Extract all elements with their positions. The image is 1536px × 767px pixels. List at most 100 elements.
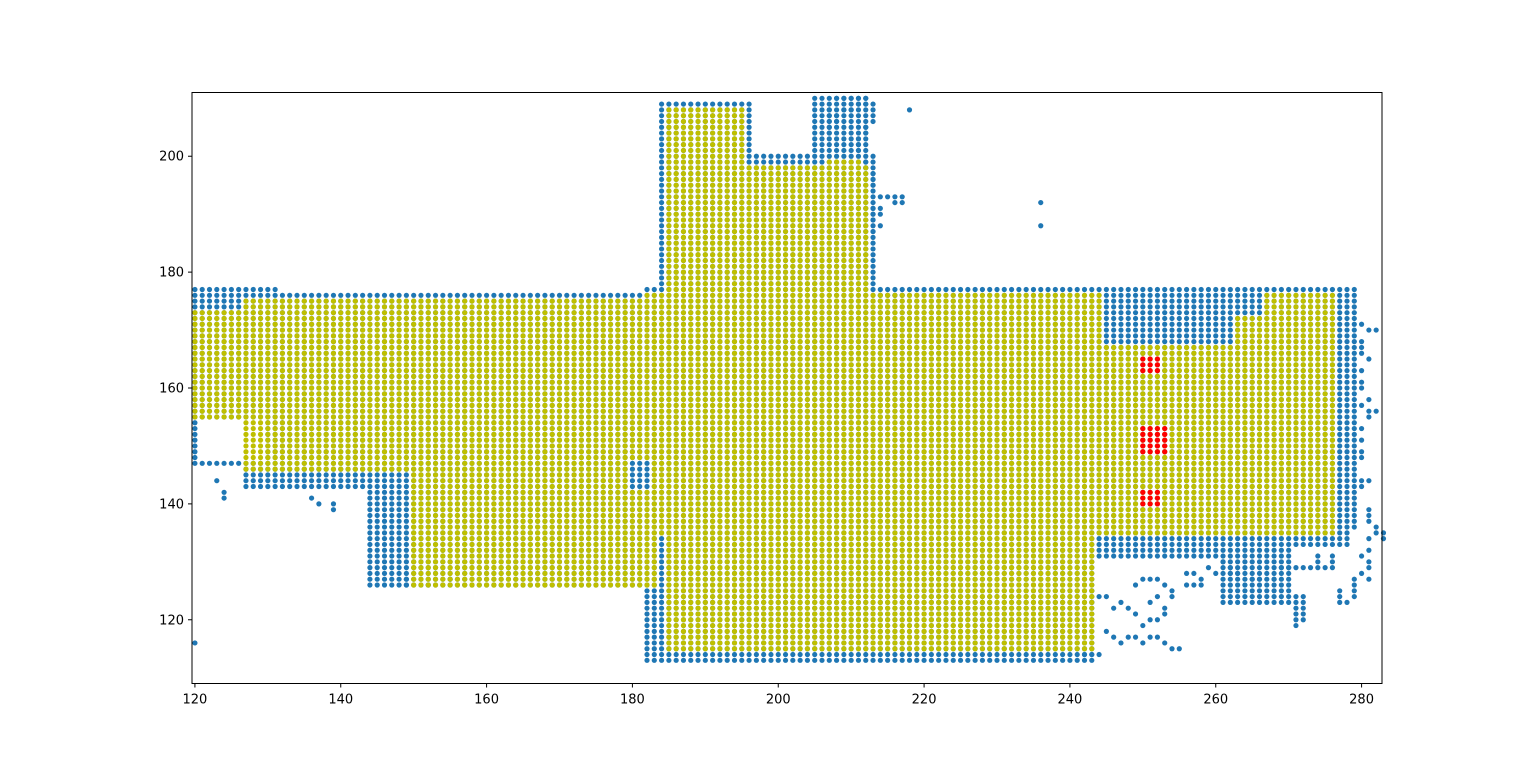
data-point <box>637 292 643 298</box>
data-point <box>330 472 337 478</box>
data-point <box>381 292 388 298</box>
data-point <box>367 536 373 542</box>
data-point <box>454 292 461 298</box>
data-point <box>658 547 665 553</box>
data-point <box>658 263 665 269</box>
data-point <box>345 472 351 478</box>
data-point <box>192 443 198 449</box>
data-point <box>812 118 818 125</box>
data-point <box>535 292 541 298</box>
data-point <box>403 472 409 478</box>
data-point <box>403 483 409 490</box>
data-point <box>965 651 971 658</box>
data-point <box>695 101 701 107</box>
data-point <box>265 472 271 478</box>
data-point <box>797 651 803 658</box>
data-point <box>272 292 278 298</box>
data-point <box>287 292 293 298</box>
data-point <box>746 130 752 136</box>
data-point <box>221 460 227 466</box>
data-point <box>943 651 949 658</box>
data-point <box>644 651 650 658</box>
data-point <box>586 292 592 298</box>
data-point <box>367 570 373 577</box>
data-point <box>833 142 840 148</box>
data-point <box>389 576 395 582</box>
data-point <box>658 541 665 548</box>
data-point <box>775 657 781 663</box>
data-point <box>389 472 395 478</box>
data-point <box>323 292 329 298</box>
data-point <box>658 286 665 293</box>
data-point <box>819 113 825 119</box>
data-point <box>658 136 665 142</box>
data-point <box>403 524 409 530</box>
data-point <box>403 553 409 559</box>
data-point <box>790 159 796 165</box>
data-point <box>381 536 388 542</box>
data-point <box>192 431 198 437</box>
data-point <box>637 466 643 472</box>
data-point <box>870 223 876 229</box>
data-point <box>403 512 409 519</box>
data-point <box>841 118 847 125</box>
data-point <box>644 588 650 594</box>
data-point <box>848 153 854 159</box>
data-point <box>819 142 825 148</box>
data-point <box>629 472 636 478</box>
data-point <box>651 599 657 605</box>
data-point <box>658 124 665 130</box>
data-point <box>301 483 307 490</box>
data-point <box>360 472 366 478</box>
data-point <box>374 495 380 501</box>
data-point <box>658 130 665 136</box>
data-point <box>979 651 986 658</box>
data-point <box>658 640 665 646</box>
data-point <box>389 524 395 530</box>
data-point <box>833 101 840 107</box>
data-point <box>323 472 329 478</box>
data-point <box>658 107 665 113</box>
data-point <box>812 95 818 101</box>
data-point <box>199 286 205 293</box>
data-point <box>731 101 738 107</box>
data-point <box>658 257 665 264</box>
data-point <box>403 495 409 501</box>
data-point <box>367 530 373 536</box>
data-point <box>797 159 803 165</box>
data-point <box>855 657 862 663</box>
data-point <box>214 298 220 304</box>
data-point <box>972 651 978 658</box>
data-point <box>483 292 490 298</box>
data-point <box>826 651 832 658</box>
data-point <box>345 292 351 298</box>
data-point <box>389 292 395 298</box>
data-point <box>308 483 315 490</box>
data-point <box>272 483 278 490</box>
data-point <box>279 483 286 490</box>
data-point <box>381 565 388 571</box>
data-point <box>658 634 665 640</box>
data-point <box>192 420 198 426</box>
data-point <box>360 292 366 298</box>
data-point <box>812 130 818 136</box>
data-point <box>396 524 402 530</box>
data-point <box>491 292 497 298</box>
data-point <box>863 142 869 148</box>
data-point <box>396 553 402 559</box>
data-point <box>389 501 395 507</box>
data-point <box>826 153 832 159</box>
data-point <box>367 547 373 553</box>
data-point <box>629 466 636 472</box>
data-point <box>812 651 818 658</box>
data-point <box>644 460 650 466</box>
data-point <box>389 495 395 501</box>
data-point <box>374 507 380 513</box>
data-point <box>257 472 264 478</box>
data-point <box>308 292 315 298</box>
data-point <box>403 501 409 507</box>
data-point <box>855 118 862 125</box>
data-point <box>381 541 388 548</box>
data-point <box>761 153 767 159</box>
